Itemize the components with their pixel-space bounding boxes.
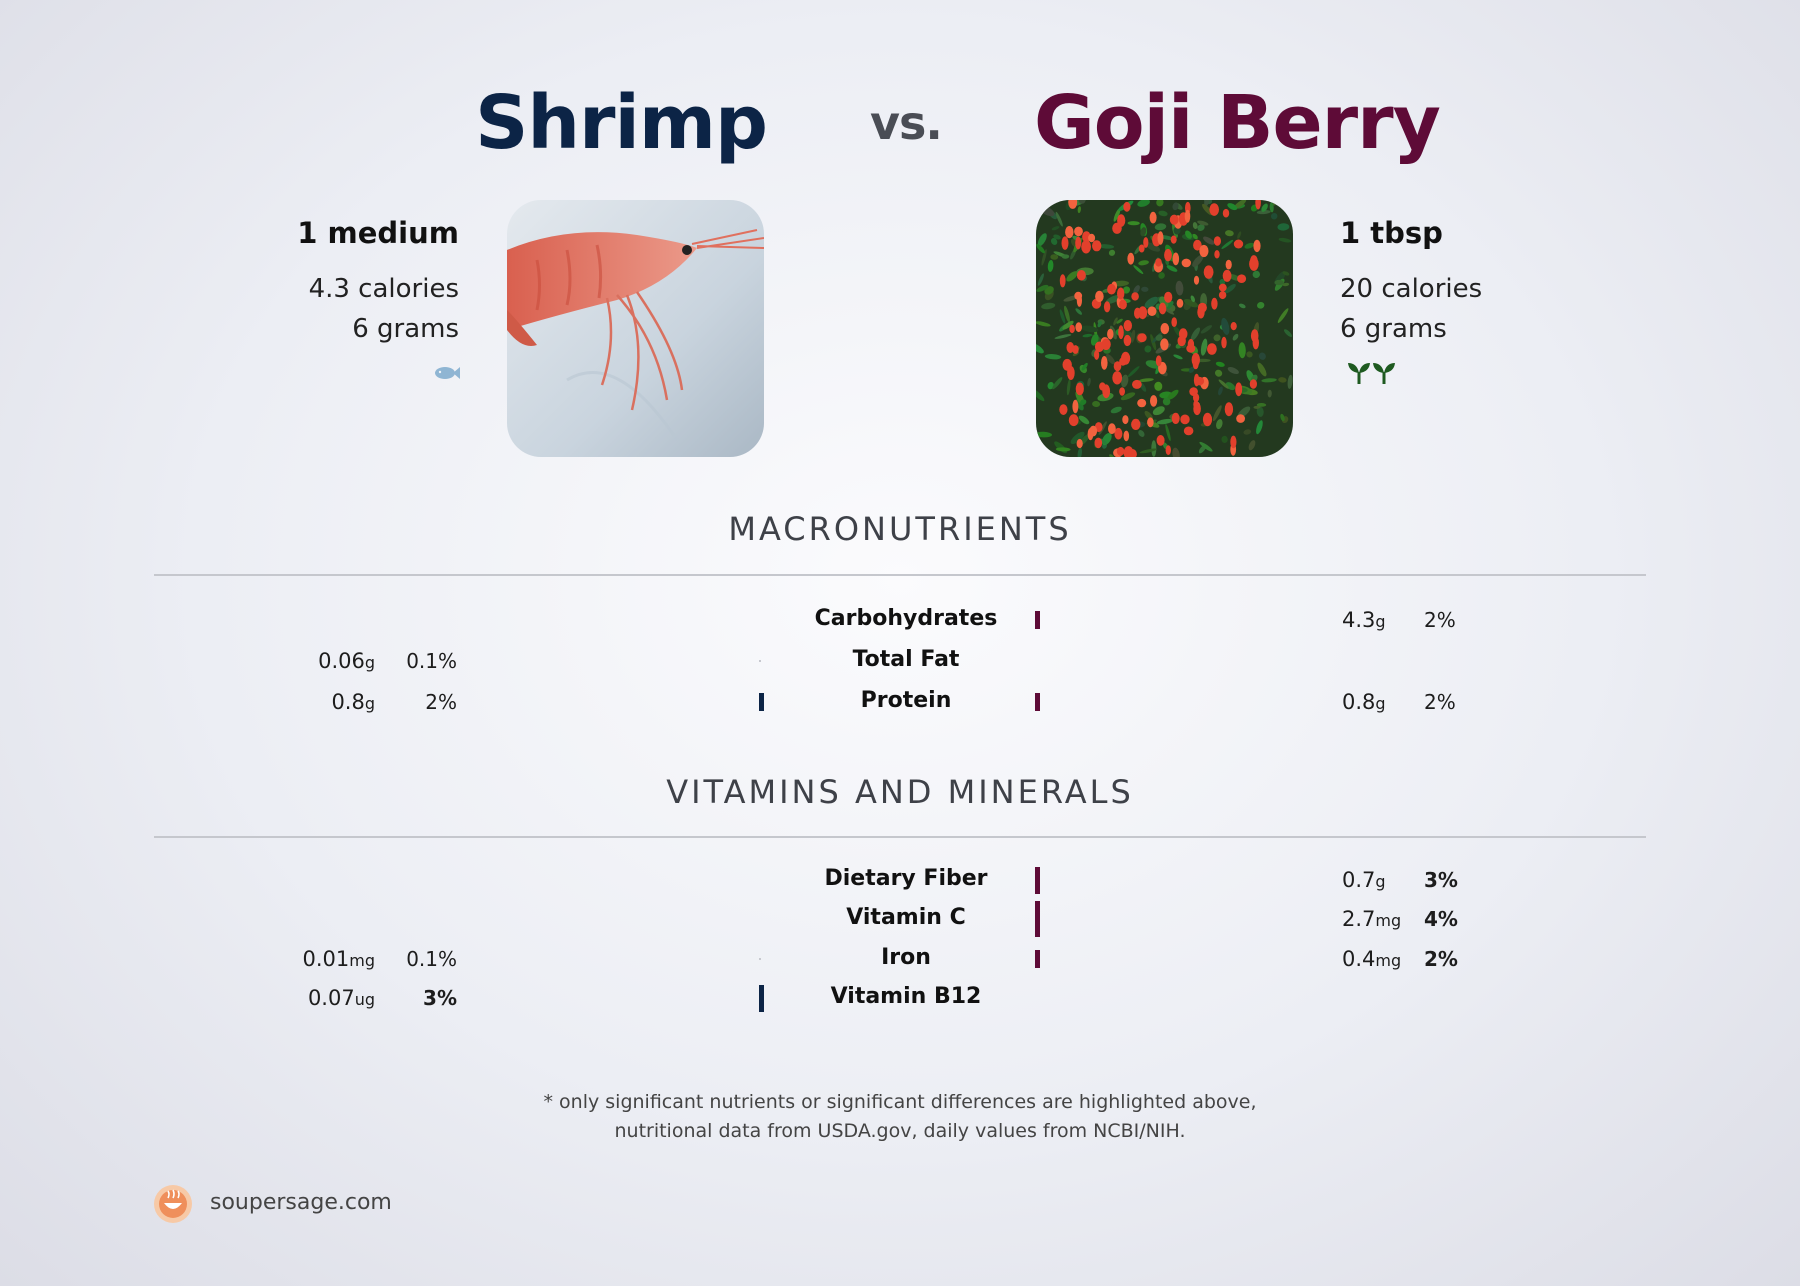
vitamins-divider <box>154 836 1646 838</box>
left-bar <box>759 660 761 662</box>
amount-unit: mg <box>349 951 375 970</box>
goji-berry-photo <box>1036 200 1293 457</box>
right-bar <box>1035 611 1040 629</box>
right-amount: 0.8g <box>1342 690 1386 714</box>
amount-value: 0.8 <box>1342 690 1376 714</box>
nutrient-name: Carbohydrates <box>814 606 998 631</box>
right-bar <box>1035 950 1040 968</box>
left-bar <box>759 693 764 711</box>
soupersage-logo-icon <box>153 1184 193 1224</box>
macronutrients-heading: MACRONUTRIENTS <box>728 510 1072 548</box>
left-percent: 0.1% <box>406 649 457 673</box>
right-bar <box>1035 866 1040 894</box>
right-percent: 4% <box>1424 907 1458 931</box>
right-amount: 2.7mg <box>1342 907 1401 931</box>
left-serving: 1 medium <box>297 216 459 250</box>
amount-value: 2.7 <box>1342 907 1376 931</box>
nutrient-name: Dietary Fiber <box>824 866 988 891</box>
right-percent: 3% <box>1424 868 1458 892</box>
right-amount: 4.3g <box>1342 608 1386 632</box>
nutrient-name: Total Fat <box>852 647 960 672</box>
left-percent: 2% <box>425 690 457 714</box>
right-amount: 0.7g <box>1342 868 1386 892</box>
right-bar <box>1035 901 1040 937</box>
footnote-line-1: * only significant nutrients or signific… <box>543 1091 1257 1113</box>
left-bar <box>759 984 764 1012</box>
left-amount: 0.8g <box>331 690 375 714</box>
vs-label: vs. <box>870 96 943 150</box>
right-serving: 1 tbsp <box>1340 216 1443 250</box>
amount-unit: mg <box>1375 951 1402 970</box>
vitamins-heading: VITAMINS AND MINERALS <box>666 773 1134 811</box>
brand-link[interactable]: soupersage.com <box>210 1190 392 1215</box>
nutrient-name: Iron <box>881 945 931 970</box>
amount-value: 4.3 <box>1342 608 1376 632</box>
amount-value: 0.4 <box>1342 947 1376 971</box>
left-percent: 0.1% <box>406 947 457 971</box>
amount-unit: ug <box>354 990 375 1009</box>
amount-unit: g <box>364 694 375 713</box>
sprout-icon <box>1347 360 1397 386</box>
left-bar <box>759 958 761 960</box>
left-percent: 3% <box>423 986 457 1010</box>
nutrient-name: Vitamin C <box>846 905 966 930</box>
amount-unit: g <box>364 653 375 672</box>
left-amount: 0.06g <box>318 649 375 673</box>
right-bar <box>1035 693 1040 711</box>
amount-unit: g <box>1375 694 1386 713</box>
right-percent: 2% <box>1424 947 1458 971</box>
left-calories: 4.3 calories <box>308 274 459 304</box>
right-percent: 2% <box>1424 690 1456 714</box>
right-calories: 20 calories <box>1340 274 1483 304</box>
left-grams: 6 grams <box>352 314 459 344</box>
amount-value: 0.7 <box>1342 868 1376 892</box>
amount-value: 0.07 <box>307 986 355 1010</box>
footnote-line-2: nutritional data from USDA.gov, daily va… <box>614 1120 1186 1142</box>
amount-unit: mg <box>1375 911 1402 930</box>
left-food-title: Shrimp <box>475 80 768 166</box>
amount-unit: g <box>1375 612 1386 631</box>
nutrient-name: Vitamin B12 <box>830 984 982 1009</box>
right-amount: 0.4mg <box>1342 947 1401 971</box>
amount-value: 0.01 <box>302 947 350 971</box>
fish-icon <box>432 362 462 384</box>
nutrient-name: Protein <box>860 688 952 713</box>
amount-value: 0.06 <box>318 649 365 673</box>
amount-value: 0.8 <box>331 690 365 714</box>
right-percent: 2% <box>1424 608 1456 632</box>
left-amount: 0.07ug <box>308 986 375 1010</box>
right-food-title: Goji Berry <box>1034 80 1441 166</box>
macronutrients-divider <box>154 574 1646 576</box>
shrimp-photo <box>507 200 764 457</box>
amount-unit: g <box>1375 872 1386 891</box>
right-grams: 6 grams <box>1340 314 1447 344</box>
left-amount: 0.01mg <box>302 947 375 971</box>
